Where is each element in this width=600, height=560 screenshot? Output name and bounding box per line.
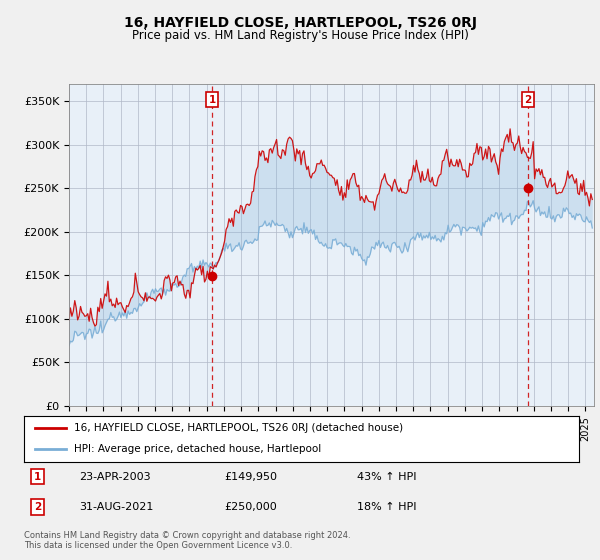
Text: 31-AUG-2021: 31-AUG-2021 <box>79 502 154 512</box>
Text: £149,950: £149,950 <box>224 472 277 482</box>
Text: 43% ↑ HPI: 43% ↑ HPI <box>357 472 416 482</box>
Text: 2: 2 <box>524 95 532 105</box>
Text: 18% ↑ HPI: 18% ↑ HPI <box>357 502 416 512</box>
Text: 16, HAYFIELD CLOSE, HARTLEPOOL, TS26 0RJ: 16, HAYFIELD CLOSE, HARTLEPOOL, TS26 0RJ <box>124 16 476 30</box>
Text: 2: 2 <box>34 502 41 512</box>
Text: Contains HM Land Registry data © Crown copyright and database right 2024.
This d: Contains HM Land Registry data © Crown c… <box>24 531 350 550</box>
Text: £250,000: £250,000 <box>224 502 277 512</box>
Text: 1: 1 <box>34 472 41 482</box>
Text: 23-APR-2003: 23-APR-2003 <box>79 472 151 482</box>
Text: HPI: Average price, detached house, Hartlepool: HPI: Average price, detached house, Hart… <box>74 445 321 455</box>
Text: 1: 1 <box>208 95 215 105</box>
Text: 16, HAYFIELD CLOSE, HARTLEPOOL, TS26 0RJ (detached house): 16, HAYFIELD CLOSE, HARTLEPOOL, TS26 0RJ… <box>74 423 403 433</box>
Text: Price paid vs. HM Land Registry's House Price Index (HPI): Price paid vs. HM Land Registry's House … <box>131 29 469 42</box>
